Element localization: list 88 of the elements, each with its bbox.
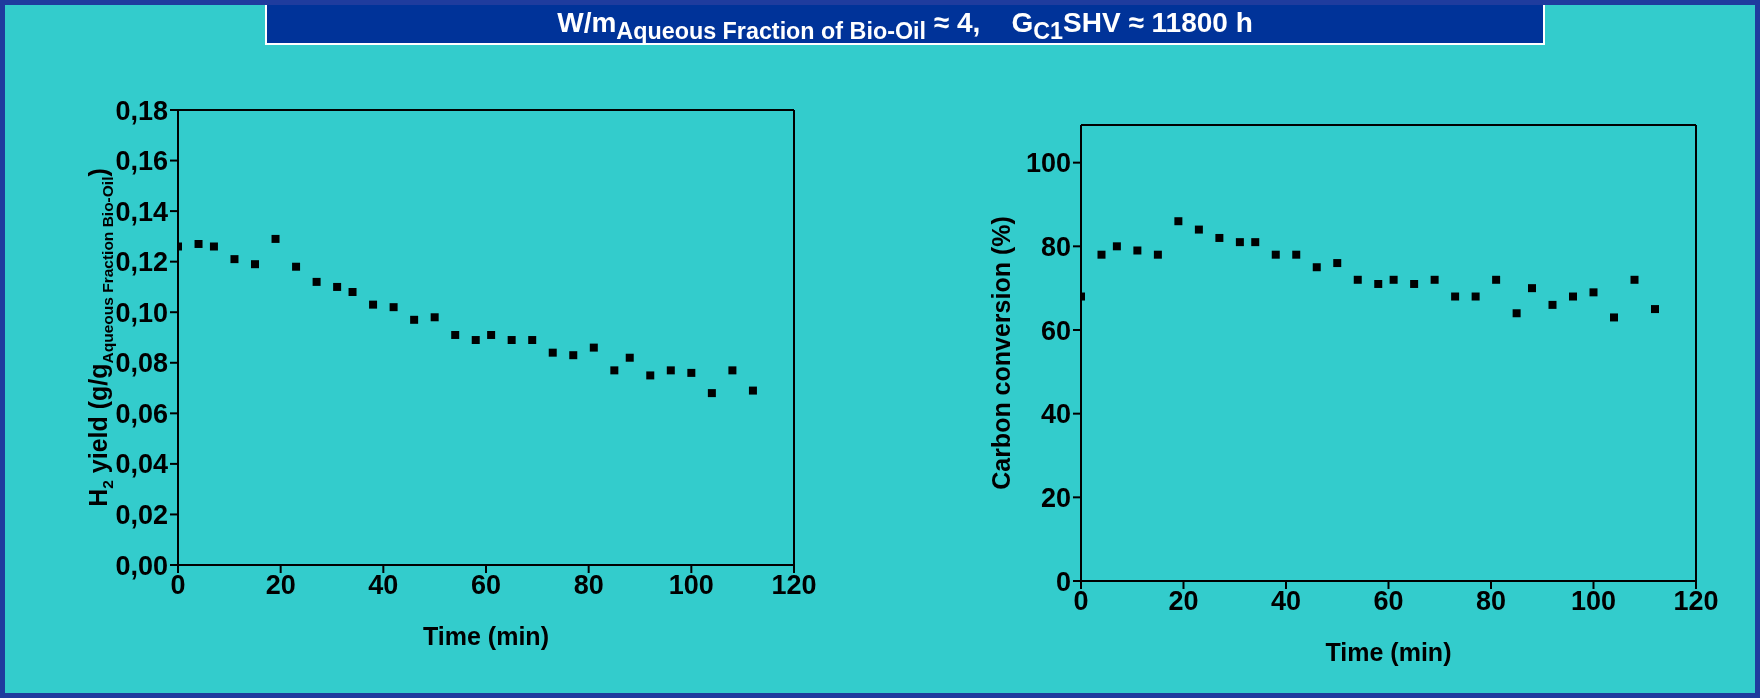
point bbox=[1528, 284, 1536, 293]
y-tick-label: 60 bbox=[1040, 315, 1071, 346]
point bbox=[348, 288, 357, 296]
y-tick-label: 0,12 bbox=[115, 247, 168, 278]
point bbox=[589, 343, 598, 352]
point bbox=[646, 371, 655, 380]
y-tick-label: 0,18 bbox=[115, 95, 168, 126]
point bbox=[1451, 292, 1460, 301]
point bbox=[1589, 288, 1598, 297]
point bbox=[1292, 250, 1301, 259]
point bbox=[528, 336, 537, 345]
y-tick-label: 0,04 bbox=[115, 449, 168, 480]
point bbox=[194, 239, 203, 248]
y-tick-label: 0,10 bbox=[115, 297, 168, 328]
point bbox=[1112, 242, 1121, 251]
y-tick-label: 0,16 bbox=[115, 146, 168, 177]
point bbox=[1133, 246, 1142, 255]
point bbox=[569, 351, 578, 360]
x-tick-label: 40 bbox=[1270, 586, 1302, 617]
point bbox=[625, 353, 634, 362]
x-axis-title: Time (min) bbox=[1325, 638, 1452, 666]
point bbox=[1215, 233, 1224, 242]
point bbox=[430, 313, 439, 322]
point bbox=[1235, 238, 1244, 247]
point bbox=[610, 366, 619, 375]
point bbox=[471, 336, 480, 345]
point bbox=[1251, 238, 1260, 247]
point bbox=[548, 348, 557, 357]
x-tick-label: 120 bbox=[1673, 586, 1719, 617]
y-tick-label: 0,00 bbox=[115, 550, 168, 581]
point bbox=[1651, 305, 1659, 314]
x-tick-label: 100 bbox=[1570, 586, 1617, 617]
point bbox=[292, 262, 301, 271]
point bbox=[666, 366, 675, 375]
x-tick-label: 60 bbox=[470, 570, 502, 601]
x-tick-label: 120 bbox=[771, 570, 817, 601]
point bbox=[1610, 313, 1618, 322]
point bbox=[209, 242, 218, 251]
point bbox=[1569, 292, 1577, 301]
point bbox=[312, 277, 321, 286]
point bbox=[1097, 250, 1106, 259]
point bbox=[333, 282, 342, 291]
point bbox=[1410, 279, 1419, 288]
point bbox=[271, 234, 280, 243]
point bbox=[507, 336, 516, 345]
point bbox=[369, 300, 378, 309]
x-tick-label: 40 bbox=[368, 570, 399, 601]
point bbox=[1492, 275, 1501, 284]
point bbox=[1374, 279, 1383, 288]
point bbox=[1512, 309, 1521, 318]
x-tick-label: 60 bbox=[1373, 586, 1404, 617]
x-tick-label: 20 bbox=[1168, 586, 1199, 617]
y-tick-label: 0,14 bbox=[115, 196, 168, 227]
y-tick-label: 0,06 bbox=[115, 398, 168, 429]
point bbox=[389, 303, 398, 312]
x-tick-label: 20 bbox=[265, 570, 296, 601]
point bbox=[487, 330, 496, 339]
y-tick-label: 80 bbox=[1040, 231, 1071, 262]
point bbox=[1430, 275, 1439, 284]
point bbox=[687, 368, 696, 377]
y-tick-label: 0,08 bbox=[115, 348, 168, 379]
point bbox=[1333, 259, 1342, 268]
point bbox=[410, 315, 419, 324]
point bbox=[1548, 300, 1557, 309]
point bbox=[451, 330, 460, 339]
point bbox=[707, 389, 716, 398]
point bbox=[1153, 250, 1162, 259]
point bbox=[728, 366, 737, 375]
x-tick-label: 80 bbox=[573, 570, 604, 601]
y-tick-label: 20 bbox=[1040, 482, 1071, 513]
point bbox=[1353, 275, 1362, 284]
y-tick-label: 40 bbox=[1040, 399, 1071, 430]
point bbox=[251, 260, 259, 269]
x-axis-title: Time (min) bbox=[423, 622, 549, 650]
point bbox=[1630, 275, 1639, 284]
point bbox=[1194, 225, 1203, 234]
y-tick-label: 0,02 bbox=[115, 500, 168, 531]
point bbox=[1471, 292, 1480, 301]
point bbox=[1174, 217, 1183, 226]
x-tick-label: 100 bbox=[668, 570, 714, 601]
y-tick-label: 100 bbox=[1025, 148, 1071, 179]
point bbox=[230, 255, 239, 264]
point bbox=[1312, 263, 1321, 272]
y-axis-title: Carbon conversion (%) bbox=[986, 216, 1015, 490]
x-tick-label: 80 bbox=[1475, 586, 1507, 617]
point bbox=[1389, 275, 1398, 284]
point bbox=[748, 386, 757, 395]
point bbox=[1271, 250, 1280, 259]
